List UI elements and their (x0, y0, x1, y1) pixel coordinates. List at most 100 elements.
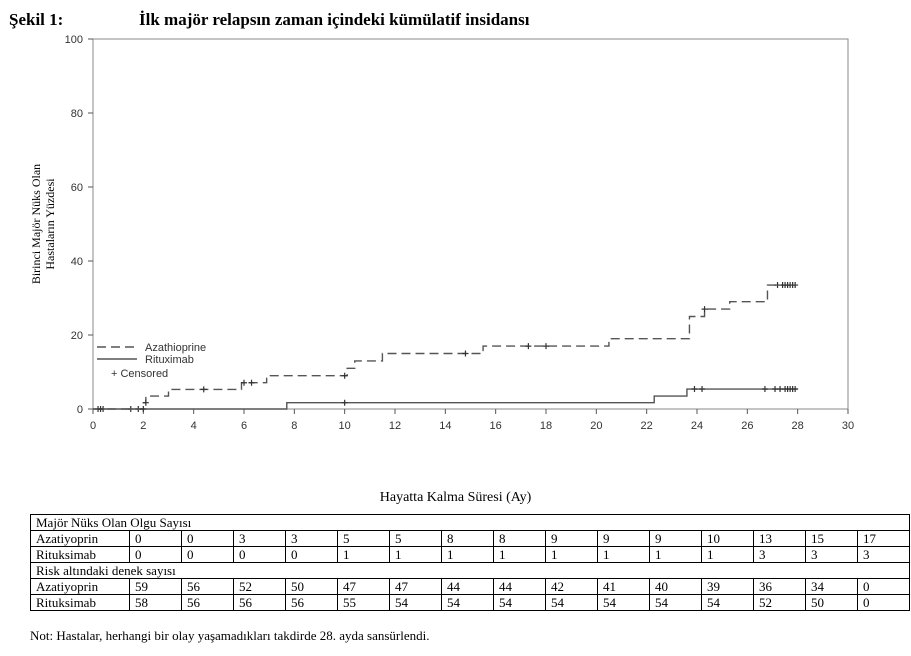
row-name: Rituksimab (30, 546, 130, 563)
x-tick-label: 10 (339, 420, 351, 432)
events-header-cell: Majör Nüks Olan Olgu Sayısı (30, 514, 910, 531)
table-row: Azatiyoprin 59 56 52 50 47 47 44 44 42 41 40 39 36 34 0 (30, 578, 910, 595)
y-tick-label: 60 (71, 182, 83, 194)
censor-mark (140, 406, 147, 412)
table-cell: 9 (545, 530, 598, 547)
censor-mark (777, 386, 784, 393)
table-cell: 54 (649, 594, 702, 611)
series-line-azathioprine (93, 284, 796, 410)
table-cell: 40 (649, 578, 702, 595)
table-cell: 1 (701, 546, 754, 563)
censor-mark (97, 406, 104, 412)
table-cell: 44 (493, 578, 546, 595)
y-tick-label: 100 (65, 34, 83, 46)
cumulative-incidence-chart: 0 2 4 6 8 10 12 14 16 18 20 22 24 26 28 30020406080100B… (29, 34, 854, 432)
table-cell: 8 (493, 530, 546, 547)
censor-mark (241, 379, 247, 386)
risk-table: Majör Nüks Olan Olgu Sayısı Azatiyoprin 0 0… (30, 514, 910, 611)
table-cell: 36 (753, 578, 806, 595)
table-cell: 54 (389, 594, 442, 611)
table-cell: 0 (857, 594, 910, 611)
table-cell: 56 (181, 578, 234, 595)
table-cell: 1 (493, 546, 546, 563)
table-cell: 59 (129, 578, 182, 595)
footnote: Not: Hastalar, herhangi bir olay yaşamad… (30, 628, 430, 643)
x-tick-label: 12 (389, 420, 401, 432)
table-cell: 1 (545, 546, 598, 563)
table-cell: 56 (285, 594, 338, 611)
table-cell: 0 (129, 530, 182, 547)
x-tick-label: 22 (641, 420, 653, 432)
censor-mark (774, 282, 781, 289)
y-axis-label: Birinci Majör Nüks Olan (29, 164, 43, 284)
table-cell: 52 (753, 594, 806, 611)
table-cell: 56 (181, 594, 234, 611)
table-cell: 54 (701, 594, 754, 611)
x-tick-label: 24 (691, 420, 703, 432)
table-cell: 50 (805, 594, 858, 611)
table-cell: 10 (701, 530, 754, 547)
censor-mark (792, 386, 799, 393)
table-cell: 0 (181, 546, 234, 563)
censor-mark (248, 379, 255, 386)
table-cell: 47 (389, 578, 442, 595)
censor-mark (691, 386, 698, 393)
y-tick-label: 0 (77, 404, 83, 416)
table-cell: 34 (805, 578, 858, 595)
table-cell: 1 (389, 546, 442, 563)
censor-mark (761, 386, 768, 393)
censor-mark (525, 343, 532, 350)
table-cell: 54 (545, 594, 598, 611)
table-cell: 0 (285, 546, 338, 563)
censor-mark (792, 282, 799, 289)
table-row: Rituksimab 0 0 0 0 1 1 1 1 1 1 1 1 3 3 3 (30, 546, 910, 563)
table-cell: 42 (545, 578, 598, 595)
x-tick-label: 8 (291, 420, 297, 432)
table-cell: 1 (597, 546, 650, 563)
table-cell: 47 (337, 578, 390, 595)
table-cell: 17 (857, 530, 910, 547)
table-cell: 3 (753, 546, 806, 563)
table-cell: 3 (857, 546, 910, 563)
figure-label: Şekil 1: (9, 10, 64, 29)
events-header: Majör Nüks Olan Olgu Sayısı (30, 514, 910, 531)
table-cell: 1 (337, 546, 390, 563)
x-tick-label: 18 (540, 420, 552, 432)
table-cell: 0 (857, 578, 910, 595)
x-tick-label: 0 (90, 420, 96, 432)
table-cell: 1 (441, 546, 494, 563)
x-tick-label: 26 (741, 420, 753, 432)
x-tick-label: 6 (241, 420, 247, 432)
table-cell: 3 (233, 530, 286, 547)
table-cell: 41 (597, 578, 650, 595)
x-tick-label: 20 (590, 420, 602, 432)
legend-label: Azathioprine (145, 342, 206, 354)
table-row: Rituksimab 58 56 56 56 55 54 54 54 54 54 54 54 52 50 0 (30, 594, 910, 611)
table-cell: 52 (233, 578, 286, 595)
table-cell: 44 (441, 578, 494, 595)
censor-mark (341, 399, 348, 406)
censor-mark (462, 350, 469, 357)
x-axis-label: Hayatta Kalma Süresi (Ay) (379, 490, 532, 505)
table-row: Azatiyoprin 0 0 3 3 5 5 8 8 9 9 9 10 13 15 17 (30, 530, 910, 547)
plot-frame (92, 38, 849, 410)
censor-mark (699, 386, 706, 393)
x-tick-label: 28 (792, 420, 804, 432)
table-cell: 9 (597, 530, 650, 547)
table-cell: 1 (649, 546, 702, 563)
legend-label-censored: + Censored (111, 368, 168, 380)
table-cell: 50 (285, 578, 338, 595)
table-cell: 5 (337, 530, 390, 547)
censor-mark (142, 399, 149, 406)
y-tick-label: 20 (71, 330, 83, 342)
table-cell: 3 (285, 530, 338, 547)
table-cell: 9 (649, 530, 702, 547)
x-tick-label: 14 (439, 420, 451, 432)
table-cell: 0 (181, 530, 234, 547)
table-cell: 13 (753, 530, 806, 547)
y-axis-label: Hastaların Yüzdesi (43, 178, 57, 270)
table-cell: 56 (233, 594, 286, 611)
row-name: Azatiyoprin (30, 530, 130, 547)
table-cell: 58 (129, 594, 182, 611)
x-tick-label: 30 (842, 420, 854, 432)
